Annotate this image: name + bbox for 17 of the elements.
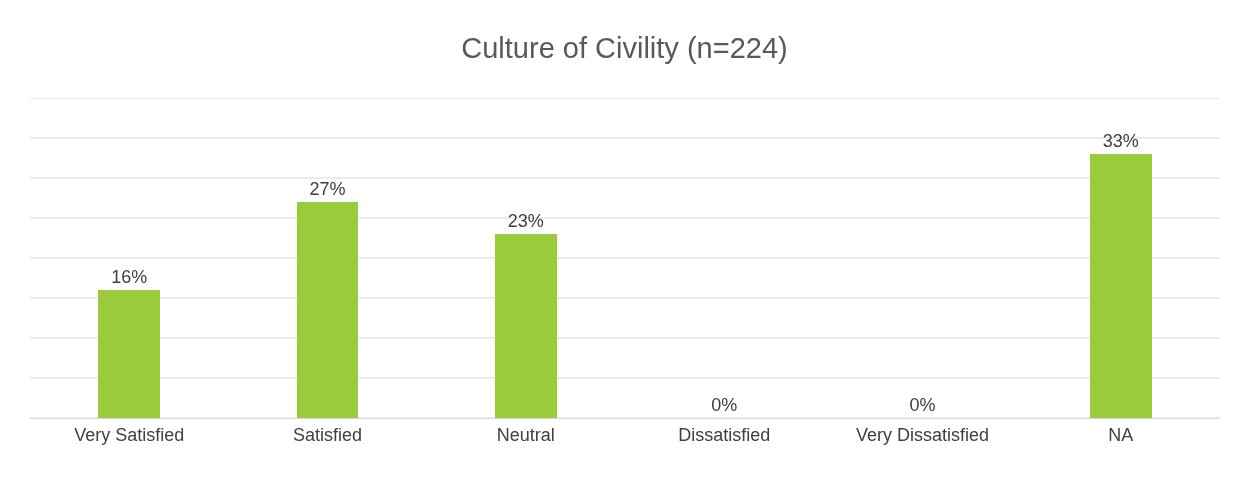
bar: [495, 234, 557, 418]
x-tick-label: Satisfied: [292, 424, 363, 445]
data-label: 0%: [909, 395, 936, 415]
data-label: 27%: [309, 179, 346, 199]
x-tick-label: Dissatisfied: [678, 424, 771, 445]
data-label: 23%: [507, 211, 544, 231]
bar: [296, 202, 359, 418]
x-tick-label: Very Dissatisfied: [855, 424, 990, 445]
chart-title: Culture of Civility (n=224): [461, 32, 788, 65]
x-tick-label: Neutral: [496, 424, 555, 445]
bar: [1090, 154, 1152, 418]
data-label: 33%: [1102, 131, 1139, 151]
data-label: 16%: [111, 267, 148, 287]
data-label: 0%: [711, 395, 738, 415]
x-tick-label: Very Satisfied: [74, 424, 185, 445]
x-tick-label: NA: [1108, 424, 1134, 445]
bar: [98, 290, 160, 418]
